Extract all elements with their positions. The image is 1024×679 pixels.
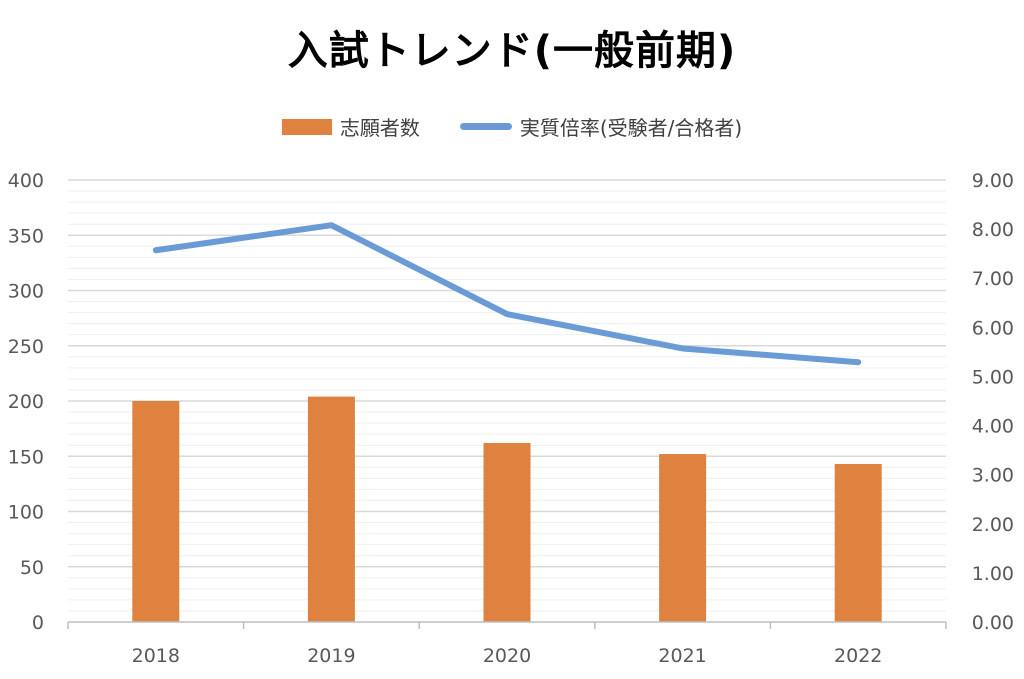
chart-title: 入試トレンド(一般前期) (287, 28, 737, 74)
legend-line-swatch (459, 123, 512, 130)
x-tick-label: 2018 (132, 645, 180, 667)
bar-2019 (307, 396, 355, 622)
x-axis-labels: 2018 2019 2020 2021 2022 (132, 645, 883, 667)
y-right-tick-label: 2.00 (972, 514, 1014, 536)
y-right-tick-label: 4.00 (972, 416, 1014, 438)
y-right-tick-label: 9.00 (972, 170, 1014, 192)
legend-bar-swatch (281, 118, 332, 135)
y-right-tick-label: 1.00 (972, 563, 1014, 585)
y-left-tick-label: 200 (8, 391, 44, 413)
x-tick-label: 2022 (834, 645, 882, 667)
y-right-tick-label: 3.00 (972, 465, 1014, 487)
y-left-tick-label: 100 (8, 502, 44, 524)
y-left-tick-label: 0 (32, 612, 44, 634)
legend: 志願者数 実質倍率(受験者/合格者) (0, 112, 1024, 141)
x-tick-label: 2020 (483, 645, 531, 667)
legend-item-ratio: 実質倍率(受験者/合格者) (459, 112, 743, 141)
x-axis (67, 621, 947, 629)
y-axis-left: 0 50 100 150 200 250 300 350 400 (8, 170, 44, 634)
legend-label-ratio: 実質倍率(受験者/合格者) (519, 116, 743, 140)
bar-2018 (132, 401, 180, 622)
legend-item-applicants: 志願者数 (281, 112, 420, 141)
x-tick-label: 2019 (307, 645, 355, 667)
bar-2021 (659, 454, 707, 622)
y-right-tick-label: 0.00 (972, 612, 1014, 634)
legend-label-applicants: 志願者数 (339, 116, 420, 140)
y-left-tick-label: 50 (20, 557, 44, 579)
bar-series (132, 396, 882, 622)
x-tick-label: 2021 (658, 645, 706, 667)
y-left-tick-label: 300 (8, 281, 44, 303)
line-series (152, 222, 862, 366)
y-right-tick-label: 5.00 (972, 366, 1014, 388)
y-right-tick-label: 6.00 (972, 317, 1014, 339)
y-left-tick-label: 350 (8, 225, 44, 247)
ratio-line (152, 222, 862, 366)
y-right-tick-label: 7.00 (972, 268, 1014, 290)
y-right-tick-label: 8.00 (972, 219, 1014, 241)
y-left-tick-label: 250 (8, 336, 44, 358)
y-axis-right: 0.00 1.00 2.00 3.00 4.00 5.00 6.00 7.00 8.00 9.00 (972, 170, 1014, 634)
y-left-tick-label: 150 (8, 446, 44, 468)
bar-2022 (834, 463, 882, 622)
bar-2020 (483, 442, 531, 622)
y-left-tick-label: 400 (8, 170, 44, 192)
